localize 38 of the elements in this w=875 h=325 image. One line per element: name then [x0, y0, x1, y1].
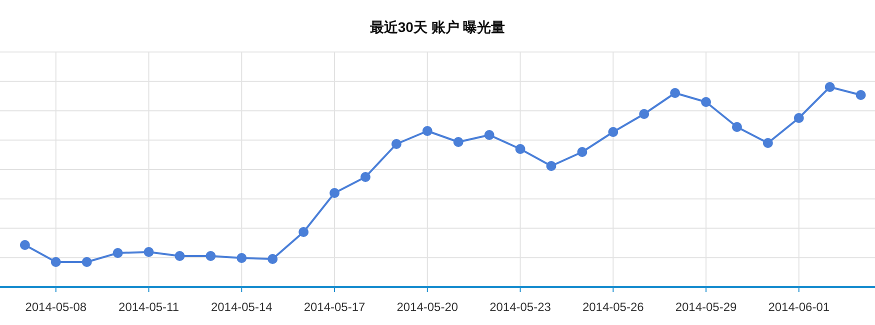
point	[268, 254, 278, 264]
point	[330, 188, 340, 198]
x-tick-label: 2014-05-20	[396, 300, 458, 314]
point	[670, 88, 680, 98]
point	[20, 240, 30, 250]
point	[236, 253, 247, 263]
x-tick-label: 2014-05-08	[25, 300, 87, 314]
point	[112, 248, 123, 258]
x-tick-label: 2014-05-11	[118, 300, 180, 314]
point	[577, 147, 588, 157]
point	[639, 109, 650, 119]
point	[298, 227, 309, 237]
x-tick-label: 2014-05-29	[675, 300, 738, 314]
point	[701, 97, 712, 107]
point	[762, 138, 773, 148]
point	[484, 130, 494, 140]
chart-title: 最近30天 账户 曝光量	[368, 19, 506, 35]
x-tick-label: 2014-05-23	[490, 300, 552, 314]
point	[546, 161, 556, 171]
point	[206, 251, 216, 261]
point	[50, 257, 61, 267]
x-tick-label: 2014-05-17	[304, 300, 366, 314]
point	[82, 257, 92, 267]
point	[824, 82, 835, 92]
x-tick-label: 2014-05-26	[582, 300, 644, 314]
x-tick-label: 2014-06-01	[768, 300, 830, 314]
point	[608, 127, 618, 137]
point	[422, 126, 432, 136]
x-tick-label: 2014-05-14	[210, 300, 273, 314]
point	[732, 122, 742, 132]
point	[144, 247, 154, 257]
point	[856, 90, 866, 100]
point	[391, 139, 402, 149]
point	[174, 251, 185, 261]
point	[453, 137, 464, 147]
point	[794, 113, 804, 123]
point	[515, 144, 526, 154]
point	[360, 172, 370, 182]
